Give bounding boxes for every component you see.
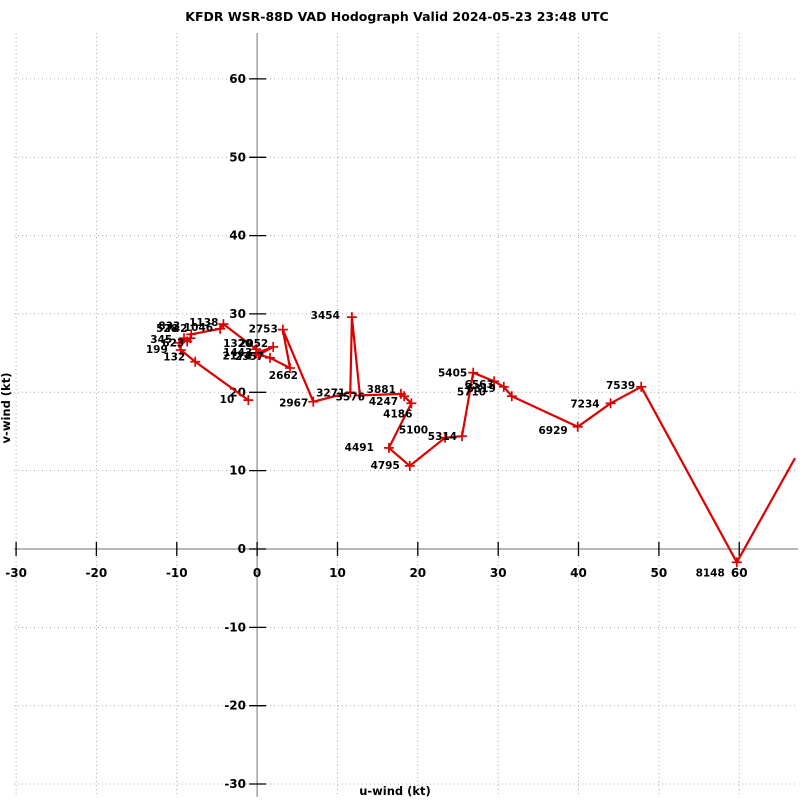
chart-title: KFDR WSR-88D VAD Hodograph Valid 2024-05… — [185, 9, 608, 24]
height-label: 6563 — [465, 379, 494, 391]
x-tick-label: -10 — [166, 566, 188, 580]
height-label: 4795 — [371, 460, 400, 472]
height-label: 6929 — [538, 425, 567, 437]
data-point-markers — [174, 312, 742, 568]
height-label: 5314 — [428, 431, 457, 443]
y-tick-label: -20 — [224, 699, 246, 713]
height-label: 6319 — [467, 383, 496, 395]
height-label: 742 — [165, 323, 187, 335]
wind-trace — [178, 316, 796, 564]
y-tick-label: 50 — [229, 150, 246, 164]
x-tick-label: -30 — [5, 566, 27, 580]
height-label: 1046 — [184, 322, 213, 334]
height-label: 3454 — [311, 310, 340, 322]
height-label: 8148 — [696, 567, 725, 579]
x-tick-label: 40 — [570, 566, 587, 580]
hodograph-line — [178, 316, 796, 564]
height-label: 4491 — [345, 442, 374, 454]
height-label: 345 — [150, 334, 172, 346]
y-tick-label: 10 — [229, 464, 246, 478]
y-tick-label: -10 — [224, 620, 246, 634]
tick-marks-and-labels: -30 -20 -10 0 10 20 30 40 50 60-30-20-10010203040… — [5, 72, 747, 791]
height-label: 7234 — [570, 398, 599, 410]
x-tick-label: 10 — [329, 566, 346, 580]
height-label: 2357 — [235, 351, 264, 363]
height-label: 5710 — [457, 386, 486, 398]
height-label: 3881 — [367, 384, 396, 396]
height-label: 132 — [163, 352, 185, 364]
y-tick-label: 30 — [229, 307, 246, 321]
height-label: 1320 — [223, 338, 252, 350]
height-label: 10 — [220, 394, 235, 406]
height-label: 5405 — [438, 368, 467, 380]
height-label: 528 — [156, 323, 178, 335]
x-tick-label: 30 — [490, 566, 507, 580]
height-label: 1138 — [189, 317, 218, 329]
y-tick-label: 60 — [229, 72, 246, 86]
x-tick-label: 60 — [731, 566, 748, 580]
x-tick-label: 20 — [409, 566, 426, 580]
y-axis-label: v-wind (kt) — [0, 373, 13, 444]
y-tick-label: -30 — [224, 777, 246, 791]
height-label: 2753 — [249, 324, 278, 336]
height-label: 2967 — [279, 398, 308, 410]
height-label: 7539 — [606, 380, 635, 392]
x-tick-label: -20 — [86, 566, 108, 580]
height-label: 4186 — [383, 408, 412, 420]
height-label: 1443 — [223, 347, 252, 359]
x-tick-label: 0 — [253, 566, 261, 580]
height-label: 833 — [158, 320, 180, 332]
height-label: 4247 — [369, 396, 398, 408]
x-axis-label: u-wind (kt) — [359, 784, 431, 798]
height-label: 3271 — [316, 387, 345, 399]
height-label: 2052 — [239, 338, 268, 350]
height-label: 3576 — [336, 391, 365, 403]
height-label: 2174 — [222, 351, 251, 363]
y-tick-label: 0 — [238, 542, 246, 556]
y-tick-label: 40 — [229, 229, 246, 243]
x-tick-label: 50 — [651, 566, 668, 580]
height-label: 199 — [146, 344, 168, 356]
height-label: 623 — [162, 337, 184, 349]
height-label: 5100 — [399, 425, 428, 437]
height-label: 2662 — [269, 370, 298, 382]
axes — [14, 33, 798, 797]
